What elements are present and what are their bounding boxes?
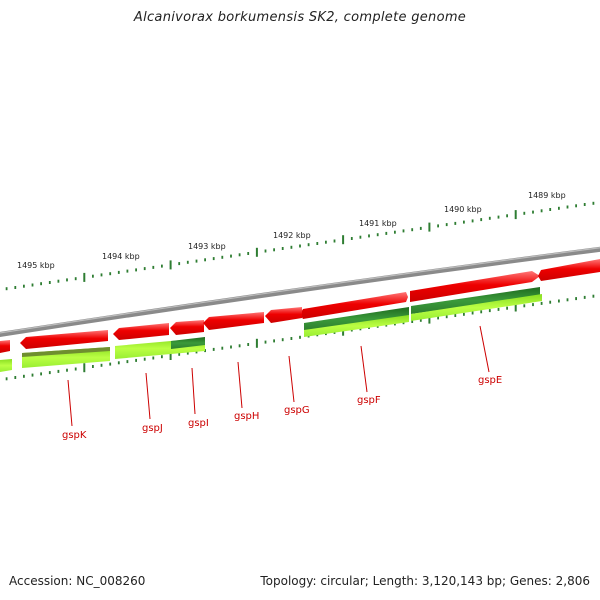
- gene-label-gspE: gspE: [478, 375, 502, 386]
- map-title: Alcanivorax borkumensis SK2, complete ge…: [133, 10, 467, 25]
- gene-label-gspK: gspK: [62, 430, 87, 441]
- gene-leader-gspK: [67, 379, 73, 427]
- gene-feature-dark-1: [22, 347, 110, 357]
- gene-label-gspH: gspH: [234, 411, 259, 422]
- gene-label-gspG: gspG: [284, 405, 310, 416]
- kbp-label-1491: 1491 kbp: [359, 219, 397, 228]
- kbp-label-1489: 1489 kbp: [528, 191, 566, 200]
- footer-accession: Accession: NC_008260: [9, 574, 146, 588]
- cds-forward-3: [538, 259, 600, 281]
- kbp-label-1495: 1495 kbp: [17, 261, 55, 270]
- gene-leader-gspI: [191, 367, 196, 415]
- cds-reverse-3: [113, 323, 169, 340]
- gene-feature-lime-5: [411, 294, 542, 321]
- cds-forward-1: [300, 292, 408, 319]
- gene-leader-gspJ: [145, 372, 151, 420]
- gene-feature-lime-4: [304, 315, 409, 337]
- outer-tick-arc: [5, 201, 595, 291]
- gene-feature-dark-4: [411, 287, 540, 314]
- cds-reverse-1: [0, 340, 10, 353]
- gene-label-gspI: gspI: [188, 418, 209, 429]
- gene-leader-gspG: [288, 355, 295, 403]
- gene-feature-lime-1: [0, 359, 12, 372]
- gene-feature-dark-2: [171, 337, 205, 349]
- kbp-label-1490: 1490 kbp: [444, 205, 482, 214]
- kbp-label-1494: 1494 kbp: [102, 252, 140, 261]
- cds-reverse-4: [170, 320, 204, 335]
- cds-reverse-2: [20, 330, 108, 349]
- gene-label-gspJ: gspJ: [142, 423, 163, 434]
- gene-leader-gspE: [479, 325, 490, 373]
- genome-backbone-highlight: [0, 247, 600, 334]
- gene-label-gspF: gspF: [357, 395, 381, 406]
- cds-reverse-6: [265, 307, 302, 323]
- footer-summary: Topology: circular; Length: 3,120,143 bp…: [260, 574, 590, 588]
- gene-leader-gspF: [360, 345, 368, 393]
- kbp-label-1492: 1492 kbp: [273, 231, 311, 240]
- cds-reverse-5: [203, 312, 264, 330]
- cds-forward-2: [410, 271, 540, 302]
- gene-feature-dark-3: [304, 307, 409, 331]
- kbp-label-1493: 1493 kbp: [188, 242, 226, 251]
- gene-leader-gspH: [237, 361, 243, 409]
- genome-backbone: [0, 246, 600, 337]
